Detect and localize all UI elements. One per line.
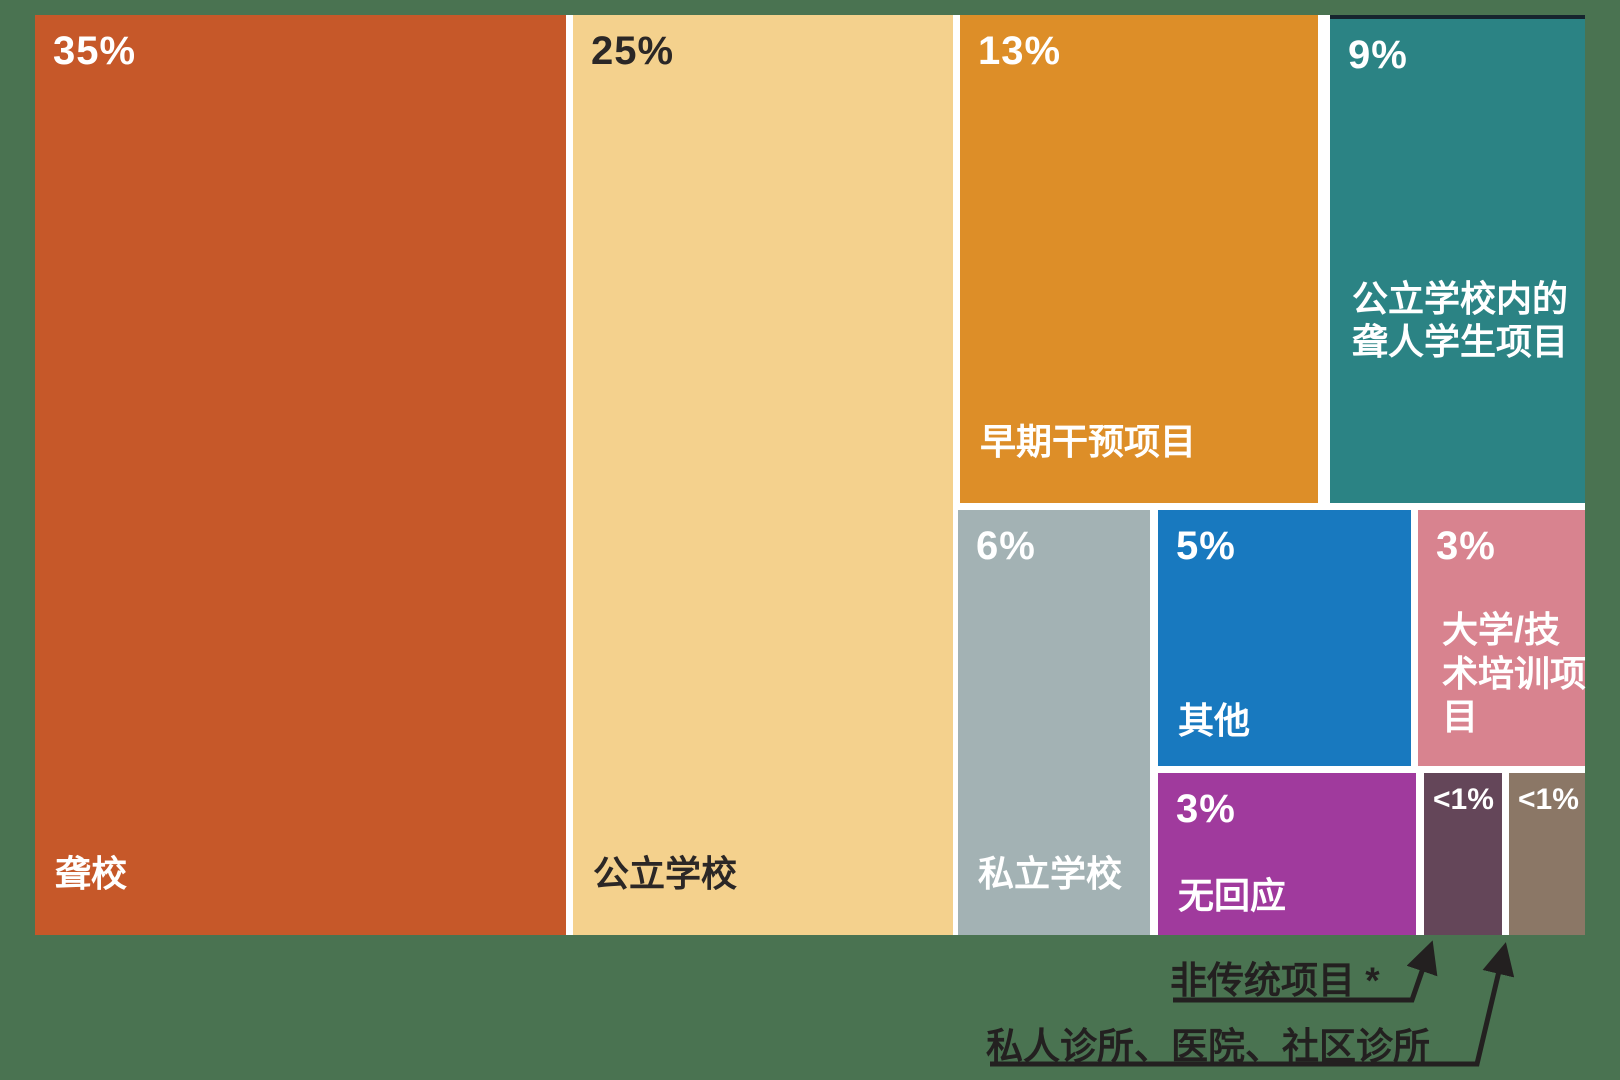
cell-value-university-training-program: 3% bbox=[1436, 524, 1496, 568]
treemap-cell-other: 5% 其他 bbox=[1158, 510, 1411, 766]
treemap-cell-no-response: 3% 无回应 bbox=[1158, 773, 1416, 935]
cell-label-private-school: 私立学校 bbox=[978, 852, 1123, 894]
cell-value-early-intervention: 13% bbox=[978, 29, 1062, 73]
cell-label-other: 其他 bbox=[1178, 699, 1251, 741]
treemap-cell-early-intervention: 13% 早期干预项目 bbox=[960, 15, 1318, 503]
treemap-cell-nontraditional-program: <1% bbox=[1424, 773, 1502, 935]
cell-label-public-school-deaf-program: 公立学校内的聋人学生项目 bbox=[1352, 278, 1569, 363]
treemap-cell-private-clinics: <1% bbox=[1509, 773, 1585, 935]
cell-label-early-intervention: 早期干预项目 bbox=[980, 420, 1197, 462]
treemap-container: 35% 聋校 25% 公立学校 13% 早期干预项目 9% 公立学校内的聋人学生… bbox=[35, 15, 1586, 935]
cell-value-public-school: 25% bbox=[591, 29, 675, 73]
treemap-cell-public-school-deaf-program: 9% 公立学校内的聋人学生项目 bbox=[1330, 15, 1585, 503]
cell-label-public-school: 公立学校 bbox=[593, 852, 738, 894]
cell-label-no-response: 无回应 bbox=[1178, 874, 1287, 916]
cell-value-public-school-deaf-program: 9% bbox=[1348, 33, 1408, 77]
cell-value-no-response: 3% bbox=[1176, 787, 1236, 831]
treemap-cell-university-training-program: 3% 大学/技术培训项目 bbox=[1418, 510, 1586, 766]
cell-label-university-training-program: 大学/技术培训项目 bbox=[1442, 609, 1587, 737]
treemap-cell-public-school: 25% 公立学校 bbox=[573, 15, 953, 935]
annotation-nontraditional-program: 非传统项目 * bbox=[1170, 960, 1380, 1001]
cell-value-nontraditional-program: <1% bbox=[1433, 783, 1494, 816]
annotation-private-clinics: 私人诊所、医院、社区诊所 bbox=[986, 1026, 1430, 1067]
cell-value-deaf-school: 35% bbox=[53, 29, 137, 73]
cell-label-deaf-school: 聋校 bbox=[55, 852, 128, 894]
treemap-cell-deaf-school: 35% 聋校 bbox=[35, 15, 566, 935]
cell-value-private-clinics: <1% bbox=[1518, 783, 1579, 816]
cell-value-other: 5% bbox=[1176, 524, 1236, 568]
cell-value-private-school: 6% bbox=[976, 524, 1036, 568]
treemap-cell-private-school: 6% 私立学校 bbox=[958, 510, 1150, 935]
